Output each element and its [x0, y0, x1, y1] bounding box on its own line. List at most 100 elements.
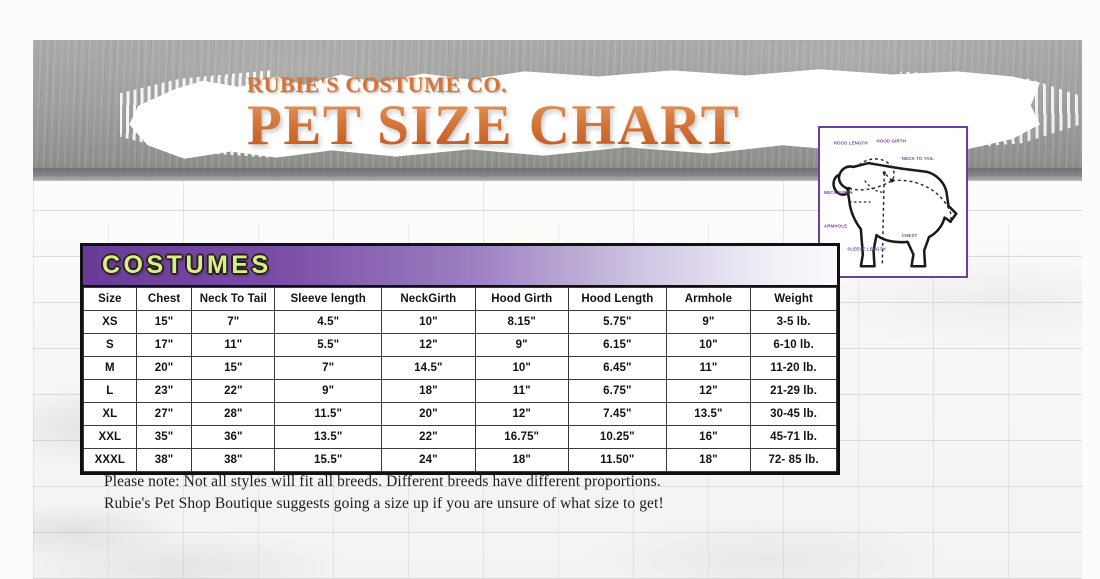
cell-weight: 72- 85 lb.	[750, 448, 837, 472]
cell-neck-girth: 12"	[381, 333, 476, 357]
cell-chest: 15"	[135, 310, 193, 334]
column-header-neck-girth: NeckGirth	[381, 287, 476, 311]
dog-diagram-svg: HOOD LENGTH HOOD GIRTH NECK TO TAIL NECK…	[824, 139, 958, 268]
cell-hood-girth: 12"	[474, 402, 569, 426]
cell-hood-length: 10.25"	[567, 425, 667, 449]
dog-measurement-diagram: HOOD LENGTH HOOD GIRTH NECK TO TAIL NECK…	[818, 126, 968, 278]
cell-size: XXXL	[83, 448, 137, 472]
cell-weight: 6-10 lb.	[750, 333, 837, 357]
cell-neck-to-tail: 22"	[191, 379, 276, 403]
diagram-label-sleeve-length: SLEEVE LENGTH	[847, 247, 886, 252]
cell-chest: 23"	[135, 379, 193, 403]
table-row: XS 15" 7" 4.5" 10" 8.15" 5.75" 9" 3-5 lb…	[83, 310, 837, 334]
diagram-label-hood-girth: HOOD GIRTH	[876, 139, 906, 144]
cell-size: XS	[83, 310, 137, 334]
cell-armhole: 18"	[665, 448, 752, 472]
cell-sleeve-length: 7"	[274, 356, 383, 380]
column-header-armhole: Armhole	[665, 287, 752, 311]
cell-hood-girth: 18"	[474, 448, 569, 472]
column-header-neck-to-tail: Neck To Tail	[191, 287, 276, 311]
footnote-line-1: Please note: Not all styles will fit all…	[104, 473, 661, 490]
brand-name: RUBIE'S COSTUME CO.	[247, 72, 508, 97]
cell-chest: 38"	[135, 448, 193, 472]
cell-hood-length: 11.50"	[567, 448, 667, 472]
cell-armhole: 11"	[665, 356, 752, 380]
cell-weight: 11-20 lb.	[750, 356, 837, 380]
costumes-banner-label: COSTUMES	[101, 250, 272, 280]
column-header-chest: Chest	[135, 287, 193, 311]
cell-size: M	[83, 356, 137, 380]
page-frame-left	[0, 0, 33, 579]
column-header-weight: Weight	[750, 287, 837, 311]
cell-neck-girth: 22"	[381, 425, 476, 449]
column-header-hood-girth: Hood Girth	[474, 287, 569, 311]
cell-hood-girth: 10"	[474, 356, 569, 380]
cell-chest: 35"	[135, 425, 193, 449]
diagram-label-neck-to-tail: NECK TO TAIL	[902, 156, 934, 161]
footnote: Please note: Not all styles will fit all…	[104, 471, 864, 516]
size-chart-table: Size Chest Neck To Tail Sleeve length Ne…	[83, 287, 837, 472]
cell-size: S	[83, 333, 137, 357]
cell-neck-to-tail: 15"	[191, 356, 276, 380]
cell-neck-girth: 20"	[381, 402, 476, 426]
column-header-size: Size	[83, 287, 137, 311]
cell-neck-to-tail: 38"	[191, 448, 276, 472]
cell-hood-length: 6.75"	[567, 379, 667, 403]
cell-sleeve-length: 9"	[274, 379, 383, 403]
cell-weight: 21-29 lb.	[750, 379, 837, 403]
table-row: S 17" 11" 5.5" 12" 9" 6.15" 10" 6-10 lb.	[83, 333, 837, 357]
costumes-banner: COSTUMES	[83, 246, 837, 287]
cell-neck-girth: 24"	[381, 448, 476, 472]
page-frame-top	[0, 0, 1100, 34]
table-row: XXXL 38" 38" 15.5" 24" 18" 11.50" 18" 72…	[83, 448, 837, 472]
title-block: RUBIE'S COSTUME CO. PET SIZE CHART	[247, 74, 847, 155]
cell-sleeve-length: 15.5"	[274, 448, 383, 472]
table-row: L 23" 22" 9" 18" 11" 6.75" 12" 21-29 lb.	[83, 379, 837, 403]
cell-weight: 45-71 lb.	[750, 425, 837, 449]
cell-hood-girth: 9"	[474, 333, 569, 357]
cell-hood-girth: 8.15"	[474, 310, 569, 334]
footnote-line-2: Rubie's Pet Shop Boutique suggests going…	[104, 495, 664, 513]
cell-neck-girth: 14.5"	[381, 356, 476, 380]
diagram-label-chest: CHEST	[902, 233, 918, 238]
cell-sleeve-length: 11.5"	[274, 402, 383, 426]
cell-armhole: 16"	[665, 425, 752, 449]
cell-hood-girth: 11"	[474, 379, 569, 403]
page-frame-right	[1082, 0, 1100, 579]
cell-chest: 20"	[135, 356, 193, 380]
cell-neck-girth: 10"	[381, 310, 476, 334]
cell-hood-girth: 16.75"	[474, 425, 569, 449]
cell-sleeve-length: 13.5"	[274, 425, 383, 449]
cell-weight: 30-45 lb.	[750, 402, 837, 426]
page-title: PET SIZE CHART	[247, 96, 847, 155]
diagram-label-neck-girth: NECK GIRTH	[824, 190, 853, 195]
cell-neck-girth: 18"	[381, 379, 476, 403]
cell-size: XXL	[83, 425, 137, 449]
table-row: M 20" 15" 7" 14.5" 10" 6.45" 11" 11-20 l…	[83, 356, 837, 380]
cell-weight: 3-5 lb.	[750, 310, 837, 334]
diagram-label-hood-length: HOOD LENGTH	[834, 141, 868, 146]
cell-hood-length: 6.15"	[567, 333, 667, 357]
cell-hood-length: 6.45"	[567, 356, 667, 380]
cell-hood-length: 5.75"	[567, 310, 667, 334]
table-row: XL 27" 28" 11.5" 20" 12" 7.45" 13.5" 30-…	[83, 402, 837, 426]
cell-hood-length: 7.45"	[567, 402, 667, 426]
diagram-label-armhole: ARMHOLE	[824, 223, 847, 228]
table-row: XXL 35" 36" 13.5" 22" 16.75" 10.25" 16" …	[83, 425, 837, 449]
cell-neck-to-tail: 7"	[191, 310, 276, 334]
cell-neck-to-tail: 36"	[191, 425, 276, 449]
cell-armhole: 12"	[665, 379, 752, 403]
cell-armhole: 13.5"	[665, 402, 752, 426]
cell-chest: 17"	[135, 333, 193, 357]
column-header-sleeve-length: Sleeve length	[274, 287, 383, 311]
cell-chest: 27"	[135, 402, 193, 426]
cell-armhole: 10"	[665, 333, 752, 357]
cell-size: XL	[83, 402, 137, 426]
cell-sleeve-length: 5.5"	[274, 333, 383, 357]
column-header-hood-length: Hood Length	[567, 287, 667, 311]
cell-sleeve-length: 4.5"	[274, 310, 383, 334]
table-header-row: Size Chest Neck To Tail Sleeve length Ne…	[83, 287, 837, 311]
size-chart: COSTUMES Size Chest Neck To Tail Sleeve …	[80, 243, 840, 475]
cell-neck-to-tail: 11"	[191, 333, 276, 357]
cell-neck-to-tail: 28"	[191, 402, 276, 426]
